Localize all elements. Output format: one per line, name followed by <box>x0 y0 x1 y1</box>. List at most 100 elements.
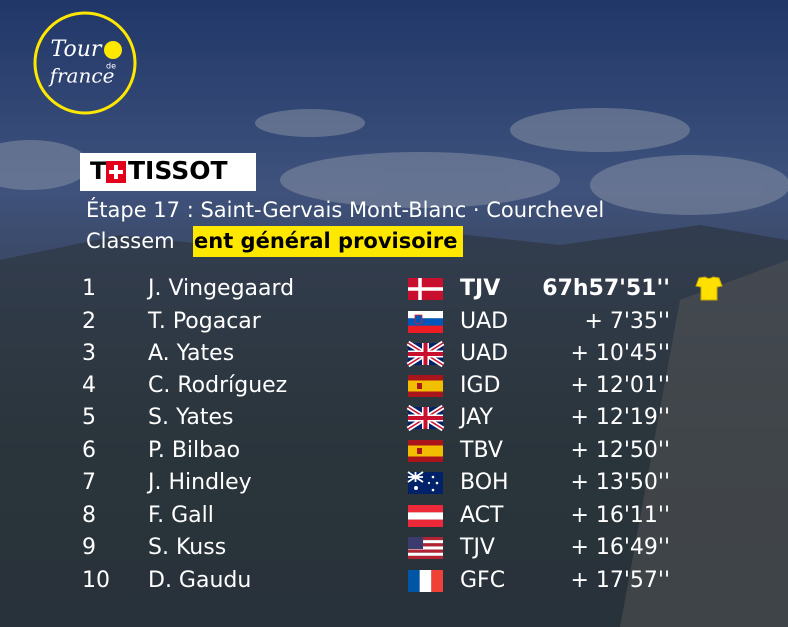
flag <box>406 340 445 368</box>
team: IGD <box>460 373 500 398</box>
standing-row: 6 P. Bilbao TBV + 12'50'' <box>82 438 670 463</box>
flag-part <box>407 471 424 483</box>
rank: 6 <box>82 438 96 463</box>
flag-part <box>408 546 443 550</box>
time: + 12'01'' <box>570 373 670 398</box>
flag-part <box>408 512 443 520</box>
team: UAD <box>460 309 508 334</box>
flag-part <box>408 537 423 549</box>
flag-part <box>408 440 443 446</box>
rider: J. Hindley <box>146 470 252 495</box>
time: + 13'50'' <box>570 470 670 495</box>
flag-part <box>408 380 443 386</box>
flag-part <box>408 325 443 333</box>
rank: 3 <box>82 341 96 366</box>
clouds <box>0 108 788 215</box>
slope <box>620 260 788 627</box>
time: + 7'35'' <box>584 309 670 334</box>
sponsor-cross <box>109 165 123 179</box>
flag-part <box>419 570 432 592</box>
title-highlighted: ent général provisoire <box>194 229 457 253</box>
time: + 16'49'' <box>570 535 670 560</box>
flag-part <box>417 383 422 389</box>
logo-ring <box>33 11 137 115</box>
standing-row: 9 S. Kuss TJV + 16'49'' <box>82 535 670 560</box>
flag-part <box>408 391 443 397</box>
flag-part <box>408 445 443 451</box>
flag <box>408 537 443 559</box>
flag-part <box>431 488 435 492</box>
standing-row: 2 T. Pogacar UAD + 7'35'' <box>82 309 670 334</box>
rank: 7 <box>82 470 96 495</box>
sponsor-name: TISSOT <box>128 156 228 185</box>
stage-title: Étape 17 : Saint-Gervais Mont-Blanc · Co… <box>86 197 604 222</box>
logo-text: Tour <box>51 37 103 62</box>
rank: 2 <box>82 309 96 334</box>
flag <box>408 311 443 333</box>
rider: A. Yates <box>148 341 234 366</box>
time: + 17'57'' <box>570 568 670 593</box>
rank: 8 <box>82 503 96 528</box>
flag <box>406 404 445 432</box>
team: BOH <box>460 470 509 495</box>
rider: C. Rodríguez <box>148 373 287 398</box>
rank: 10 <box>82 568 110 593</box>
mountains <box>0 225 788 627</box>
standing-row: 1 J. Vingegaard TJV 67h57'51'' <box>82 276 723 301</box>
rider: T. Pogacar <box>147 309 262 334</box>
rank: 1 <box>82 276 96 301</box>
flag-part <box>408 407 443 429</box>
flag-part <box>435 481 439 485</box>
team: TJV <box>459 535 495 560</box>
title-plain: Classem <box>86 229 175 253</box>
flag-part <box>408 505 443 513</box>
flag-part <box>417 448 422 454</box>
standing-row: 8 F. Gall ACT + 16'11'' <box>82 503 670 528</box>
team: JAY <box>458 405 493 430</box>
rank: 4 <box>82 373 96 398</box>
time: + 12'50'' <box>570 438 670 463</box>
time: + 16'11'' <box>570 503 670 528</box>
flag-part <box>408 552 443 556</box>
team: TJV <box>460 276 500 301</box>
flag-part <box>408 519 443 527</box>
flag <box>408 375 443 397</box>
flag-part <box>408 549 443 553</box>
flag-part <box>408 311 443 319</box>
rank: 9 <box>82 535 96 560</box>
team: UAD <box>460 341 508 366</box>
sponsor-t: T <box>90 157 107 185</box>
flag-part <box>431 570 443 592</box>
time: + 12'19'' <box>570 405 670 430</box>
flag-part <box>408 278 443 300</box>
rider: F. Gall <box>148 503 214 528</box>
flag-part <box>414 486 418 490</box>
flag <box>408 278 443 300</box>
logo-text: de <box>106 62 116 71</box>
flag <box>408 440 443 462</box>
rider: S. Kuss <box>148 535 226 560</box>
flag-part <box>408 318 443 326</box>
flag-part <box>408 386 443 392</box>
flag-part <box>408 543 443 547</box>
logo-text: france <box>48 64 115 88</box>
rider: J. Vingegaard <box>146 276 294 301</box>
team: ACT <box>460 503 504 528</box>
time: 67h57'51'' <box>542 276 670 301</box>
time: + 10'45'' <box>570 341 670 366</box>
standing-row: 5 S. Yates JAY + 12'19'' <box>82 404 670 432</box>
flag-part <box>427 481 431 485</box>
team: TBV <box>459 438 503 463</box>
flag-part <box>414 314 423 325</box>
logo-sun <box>104 41 122 59</box>
flag-part <box>408 451 443 457</box>
rank: 5 <box>82 405 96 430</box>
title-highlight <box>193 226 463 257</box>
flag <box>408 505 443 527</box>
flag-part <box>408 540 443 544</box>
rider: S. Yates <box>148 405 233 430</box>
flag-part <box>431 475 435 479</box>
